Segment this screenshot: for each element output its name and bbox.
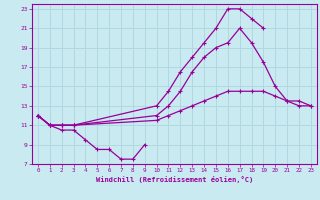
X-axis label: Windchill (Refroidissement éolien,°C): Windchill (Refroidissement éolien,°C) (96, 176, 253, 183)
